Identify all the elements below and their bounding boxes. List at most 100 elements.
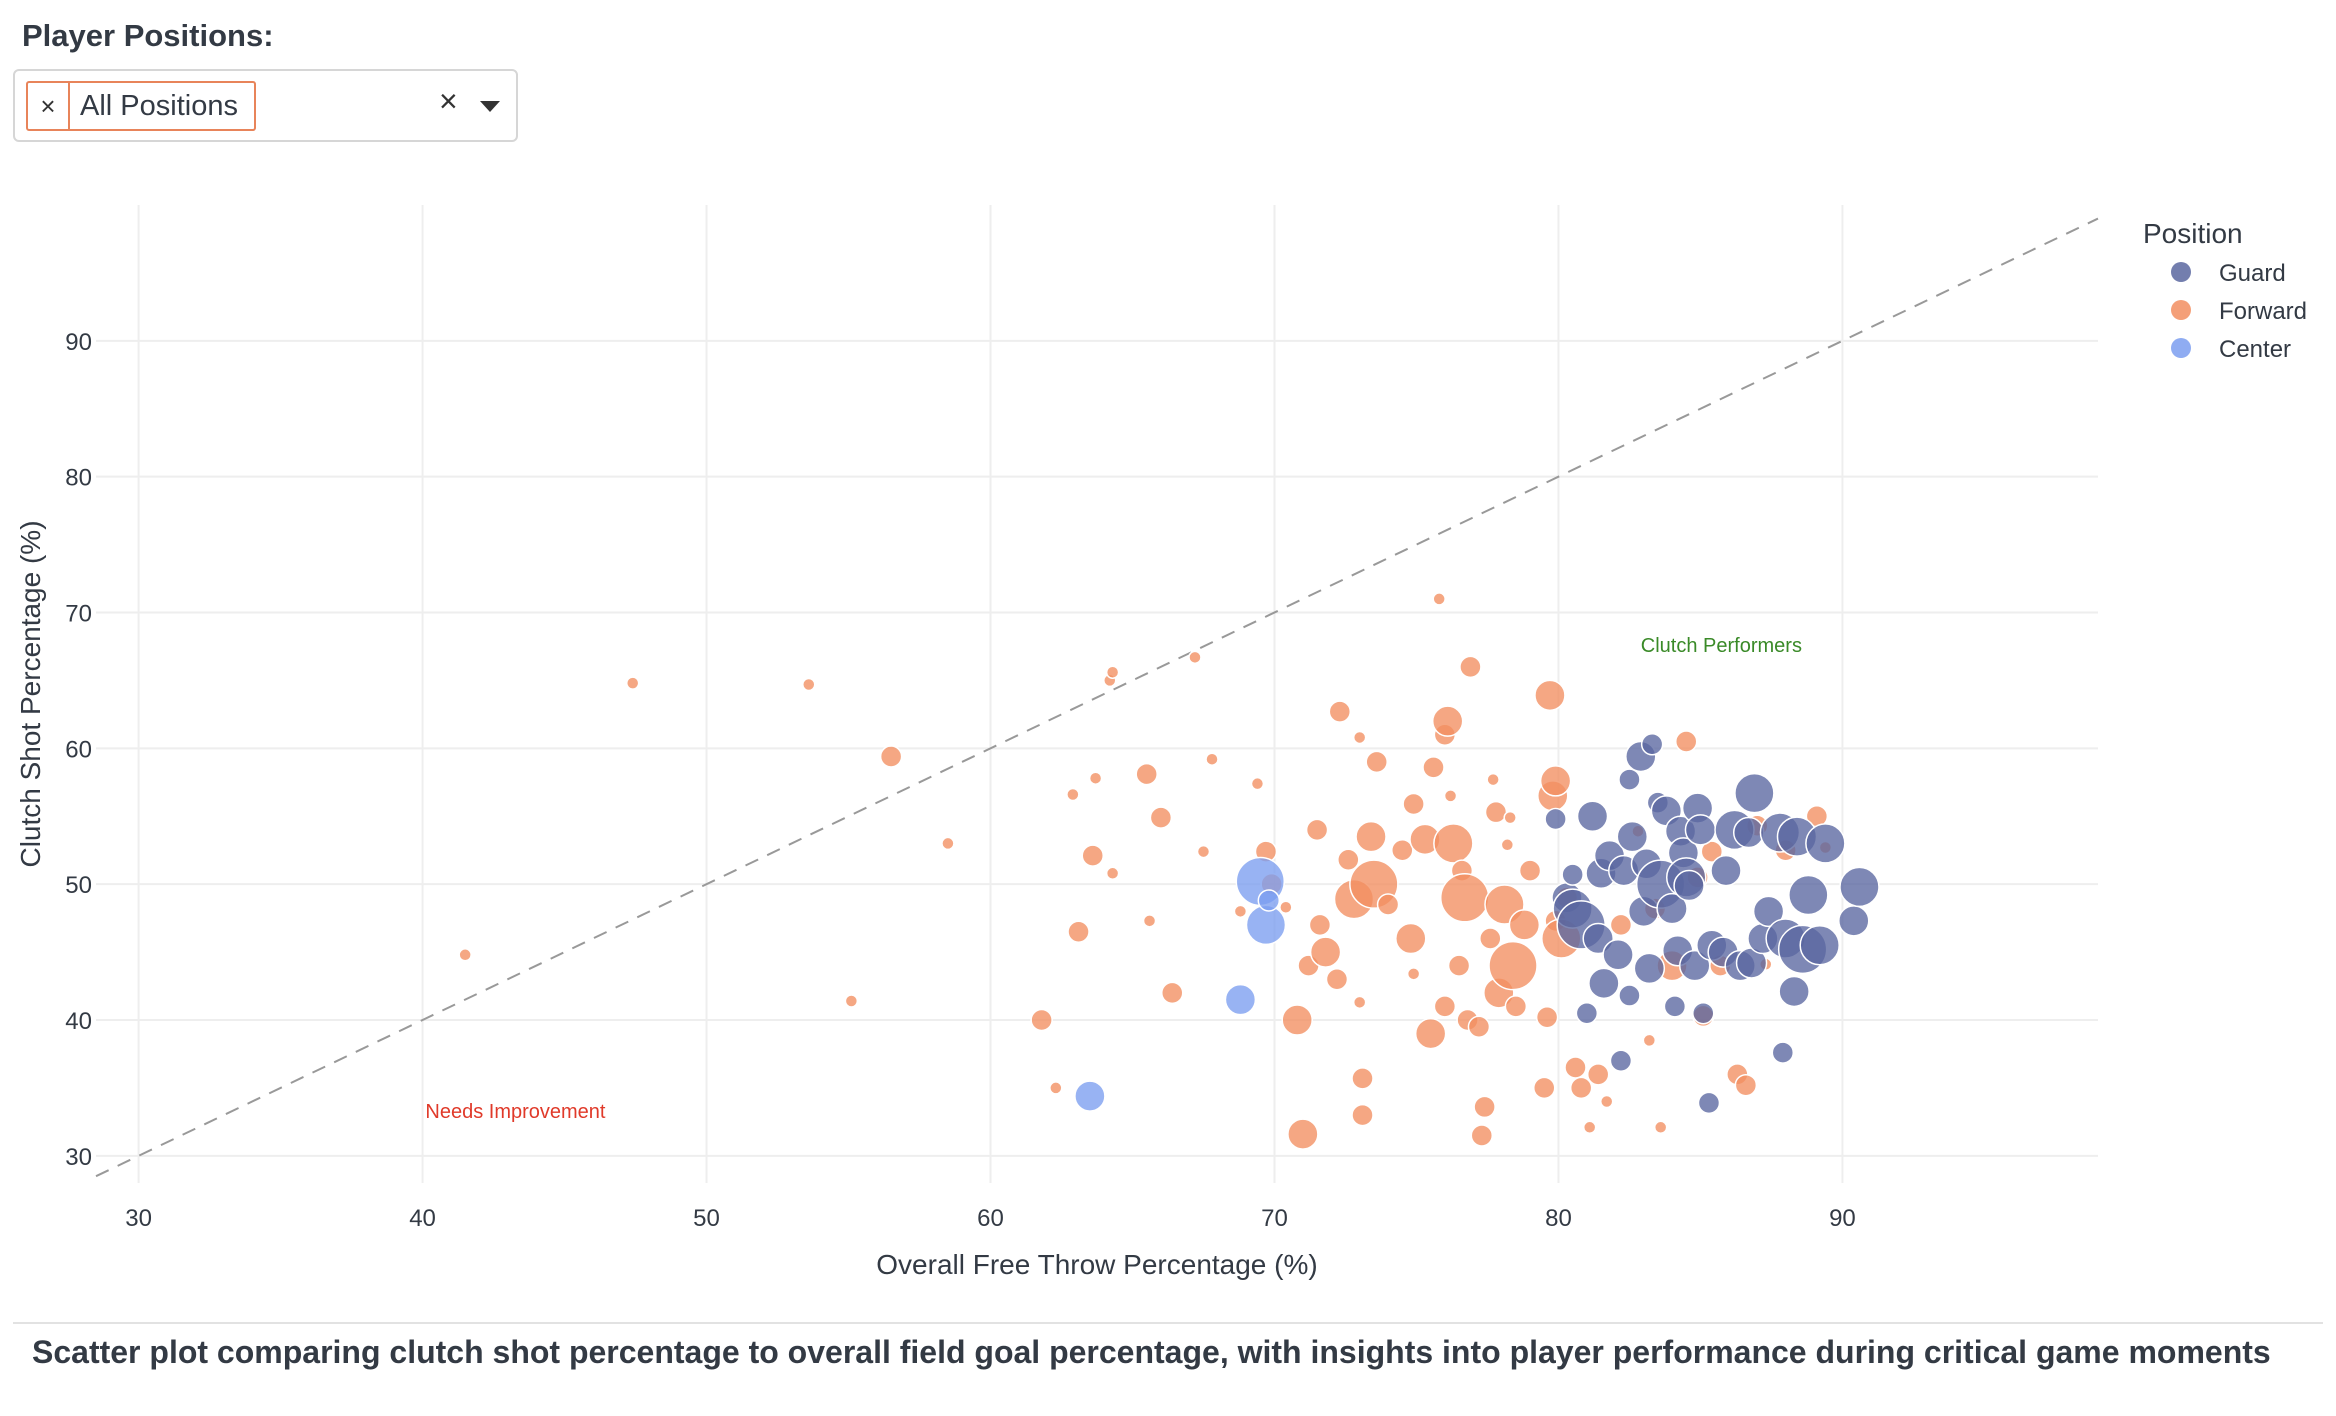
forward-point — [1325, 968, 1349, 991]
forward-point — [1250, 776, 1265, 791]
forward-point — [1066, 787, 1080, 802]
forward-point — [1503, 810, 1517, 825]
forward-point — [1067, 920, 1090, 943]
forward-point — [1188, 650, 1202, 665]
forward-point — [1402, 792, 1425, 816]
guard-point — [1618, 768, 1641, 791]
x-tick-label: 30 — [125, 1205, 152, 1232]
scatter-chart: 30 40 50 60 70 80 90 30 40 50 60 70 80 90 Overall Free… — [15, 205, 2307, 1280]
y-tick-label: 30 — [65, 1144, 92, 1171]
forward-point — [1533, 1076, 1556, 1100]
guard-point — [1576, 800, 1609, 832]
forward-point — [1395, 922, 1427, 955]
forward-point — [1467, 1015, 1491, 1039]
forward-point — [1105, 866, 1120, 881]
forward-point — [1305, 818, 1329, 842]
forward-point — [1030, 1008, 1053, 1032]
forward-point — [1049, 1081, 1063, 1095]
forward-point — [625, 676, 640, 690]
forward-point — [1308, 913, 1332, 937]
legend-marker-forward — [2171, 300, 2191, 320]
legend-label-forward: Forward — [2219, 298, 2307, 325]
guard-point — [1838, 905, 1870, 937]
guard-point — [1734, 772, 1775, 814]
center-point — [1257, 889, 1281, 912]
forward-point — [1459, 655, 1482, 679]
legend-label-guard: Guard — [2219, 260, 2286, 287]
forward-point — [1081, 844, 1104, 867]
forward-point — [1599, 1094, 1614, 1109]
guard-point — [1602, 939, 1634, 971]
guard-point — [1656, 892, 1688, 925]
forward-point — [1479, 927, 1502, 950]
forward-point — [1432, 592, 1446, 606]
forward-point — [1351, 1067, 1374, 1090]
guard-point — [1732, 816, 1765, 849]
x-tick-label: 90 — [1829, 1205, 1856, 1232]
guard-point — [1679, 949, 1711, 982]
guard-point — [1663, 995, 1687, 1018]
legend-marker-center — [2171, 338, 2191, 358]
forward-point — [1504, 995, 1528, 1018]
guard-point — [1684, 814, 1717, 846]
forward-point — [1433, 995, 1457, 1018]
forward-point — [1500, 838, 1515, 852]
forward-point — [1443, 789, 1458, 803]
guard-point — [1788, 874, 1829, 916]
position-dropdown[interactable]: × All Positions × — [13, 69, 518, 142]
forward-point — [1142, 914, 1157, 928]
forward-point — [1088, 771, 1103, 785]
center-point — [1224, 983, 1257, 1016]
forward-point — [1734, 1073, 1758, 1097]
forward-point — [1609, 913, 1633, 937]
forward-point — [1431, 705, 1464, 737]
forward-point — [1105, 665, 1120, 680]
annotation-label: Needs Improvement — [425, 1101, 606, 1123]
forward-point — [1205, 752, 1219, 766]
forward-point — [1328, 700, 1352, 723]
clear-selection-icon[interactable]: × — [439, 83, 458, 119]
guard-point — [1771, 1041, 1795, 1064]
forward-point — [941, 836, 955, 851]
x-tick-label: 80 — [1545, 1205, 1572, 1232]
forward-point — [1700, 840, 1724, 863]
forward-point — [1433, 823, 1474, 864]
legend-title: Position — [2143, 218, 2243, 249]
chip-label: All Positions — [80, 89, 238, 122]
forward-point — [1309, 936, 1342, 968]
forward-point — [1486, 772, 1500, 787]
forward-point — [1582, 1120, 1597, 1135]
center-point — [1074, 1080, 1106, 1112]
guard-point — [1575, 1001, 1599, 1025]
forward-point — [1196, 844, 1211, 859]
chip-remove-icon[interactable]: × — [28, 83, 70, 129]
guard-point — [1588, 967, 1620, 1000]
forward-point — [1642, 1033, 1657, 1048]
guard-point — [1633, 952, 1666, 985]
guard-point — [1697, 1091, 1721, 1115]
filter-label: Player Positions: — [22, 18, 274, 53]
guard-point — [1544, 807, 1567, 831]
guard-point — [1561, 863, 1584, 886]
annotation-label: Clutch Performers — [1641, 635, 1802, 657]
forward-point — [1406, 967, 1421, 981]
chevron-down-icon[interactable] — [480, 101, 500, 112]
guard-point — [1609, 1049, 1633, 1072]
forward-point — [1586, 1063, 1610, 1086]
y-axis-title: Clutch Shot Percentage (%) — [15, 520, 46, 867]
legend-marker-guard — [2171, 262, 2191, 282]
forward-point — [1376, 893, 1400, 916]
guard-point — [1839, 866, 1880, 908]
forward-point — [1518, 859, 1542, 882]
forward-point — [1539, 765, 1572, 797]
guard-point — [1640, 733, 1664, 756]
y-tick-label: 60 — [65, 736, 92, 763]
forward-point — [1351, 1103, 1374, 1127]
forward-point — [1365, 750, 1388, 774]
forward-point — [1279, 900, 1293, 915]
forward-point — [1391, 838, 1414, 862]
forward-point — [1135, 762, 1158, 786]
y-tick-label: 80 — [65, 465, 92, 492]
forward-point — [1534, 679, 1566, 712]
y-tick-label: 70 — [65, 601, 92, 628]
